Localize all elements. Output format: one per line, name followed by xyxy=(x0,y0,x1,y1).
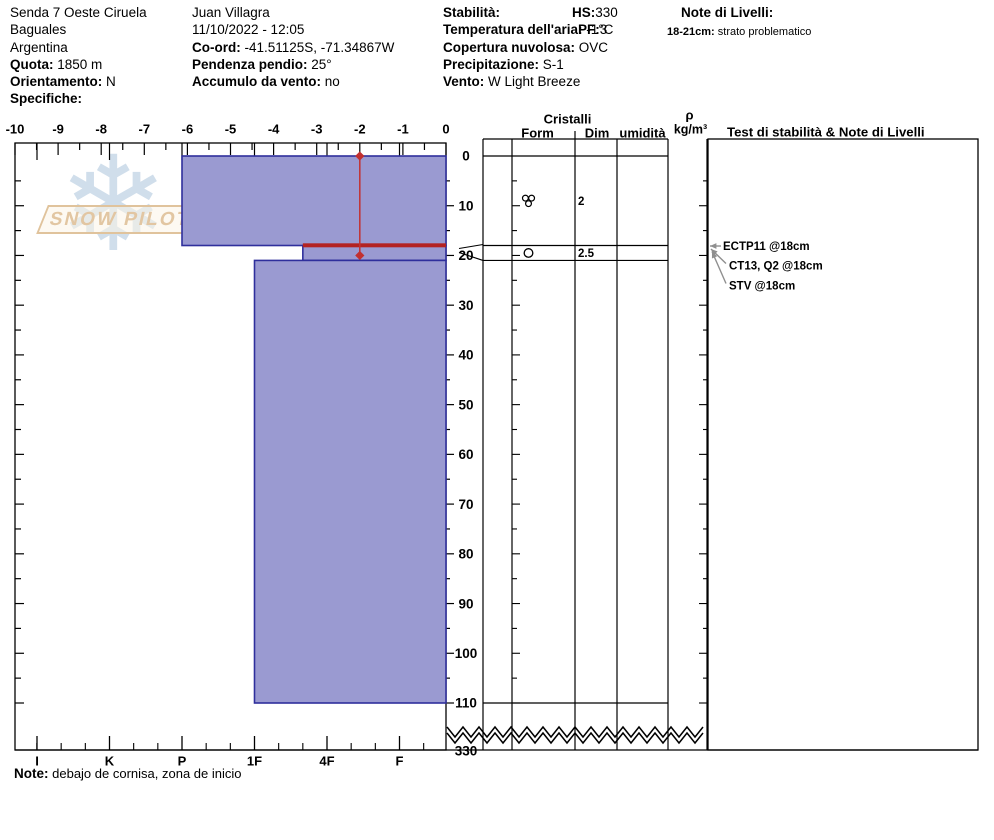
snowpilot-watermark: ❄ SNOW PILOT xyxy=(36,128,220,290)
site-elevation: Quota: 1850 m xyxy=(10,56,103,72)
grain-size-value: 2.5 xyxy=(578,248,595,260)
snowflake-icon: ❄ xyxy=(58,128,169,282)
tests-panel-header: Test di stabilità & Note di Livelli xyxy=(727,125,925,140)
grain-form-mf-icon xyxy=(523,248,534,258)
stability-test-label: CT13, Q2 @18cm xyxy=(729,261,823,273)
temp-axis-label: -6 xyxy=(182,122,194,137)
pit-profile-number: PF:3 xyxy=(578,22,608,37)
layer-leader-line xyxy=(458,251,484,261)
temp-axis-label: -2 xyxy=(354,122,366,137)
slope-angle: Pendenza pendio: 25° xyxy=(192,56,332,72)
depth-label: 110 xyxy=(455,696,477,711)
layer-notes-header: Note di Livelli: xyxy=(681,5,774,20)
cloud-cover: Copertura nuvolosa: OVC xyxy=(443,40,609,55)
annotation-arrowhead xyxy=(711,249,718,256)
grain-form-mfcl-icon xyxy=(521,194,529,202)
chart-overlays xyxy=(302,151,727,745)
wind-loading: Accumulo da vento: no xyxy=(192,74,340,90)
stability-test-label: ECTP11 @18cm xyxy=(723,241,810,253)
density-symbol-header: ρ xyxy=(685,108,693,123)
problem-layer-note: 18-21cm: strato problematico xyxy=(667,26,812,38)
cristalli-header: Cristalli xyxy=(544,112,592,127)
snow-height: HS:330 xyxy=(572,5,618,20)
pit-note-label: Note: xyxy=(14,766,49,781)
chart-grid xyxy=(14,131,979,751)
pit-note-text: debajo de cornisa, zona de inicio xyxy=(52,766,242,781)
scale-break-zigzag xyxy=(446,725,704,739)
pit-note: Note: debajo de cornisa, zona de inicio xyxy=(14,766,241,781)
form-header: Form xyxy=(521,126,554,141)
depth-label: 30 xyxy=(458,298,473,313)
site-name: Senda 7 Oeste Ciruela xyxy=(10,5,147,20)
site-info: Senda 7 Oeste Ciruela Baguales Argentina… xyxy=(10,4,147,108)
temp-axis-label: -7 xyxy=(139,122,151,137)
observer-name: Juan Villagra xyxy=(192,5,270,20)
grain-form-mfcl-icon xyxy=(524,200,532,208)
hardness-axis-label: P xyxy=(178,754,187,769)
depth-label: 10 xyxy=(458,198,473,213)
depth-label: 90 xyxy=(458,596,473,611)
depth-label: 20 xyxy=(458,248,473,263)
site-region: Baguales xyxy=(10,22,67,38)
chart-labels: -10 -9 -8 -7 -6 -5 -4 -3 -2 -1 0010203040506070809… xyxy=(6,108,925,769)
snow-layer-bar xyxy=(253,259,447,704)
depth-label: 100 xyxy=(455,646,478,661)
depth-label: 40 xyxy=(458,348,473,363)
air-temperature: Temperatura dell'aria: -1°C xyxy=(443,22,614,37)
observation-info: Juan Villagra 11/10/2022 - 12:05 Co-ord:… xyxy=(192,4,394,90)
temp-axis-label: 0 xyxy=(442,122,449,137)
density-unit-header: kg/m³ xyxy=(674,122,707,136)
depth-label: 0 xyxy=(462,149,470,164)
site-specifics: Specifiche: xyxy=(10,91,83,107)
hardness-axis-label: F xyxy=(396,754,404,769)
coordinates: Co-ord: -41.51125S, -71.34867W xyxy=(192,39,395,55)
hardness-axis-label: I xyxy=(35,754,39,769)
stability-label: Stabilità: xyxy=(443,5,501,20)
depth-label: 80 xyxy=(458,547,473,562)
grain-size-value: 2 xyxy=(578,196,584,208)
hardness-axis-label: K xyxy=(105,754,115,769)
temp-axis-label: -1 xyxy=(397,122,409,137)
temp-axis-label: -10 xyxy=(6,122,25,137)
annotation-arrowhead xyxy=(710,243,717,249)
wind: Vento: W Light Breeze xyxy=(443,74,581,89)
depth-label: 50 xyxy=(458,397,473,412)
temperature-point xyxy=(355,151,365,161)
precipitation: Precipitazione: S-1 xyxy=(443,57,564,72)
snow-profile-chart: -10 -9 -8 -7 -6 -5 -4 -3 -2 -1 0010203040506070809… xyxy=(6,108,979,769)
depth-label: 70 xyxy=(458,497,473,512)
total-depth-label: 330 xyxy=(455,744,478,759)
snow-layer-bars xyxy=(181,155,447,704)
stability-test-label: STV @18cm xyxy=(729,281,795,293)
temp-axis-label: -9 xyxy=(52,122,64,137)
temperature-point xyxy=(355,250,365,261)
snow-layer-bar xyxy=(181,155,447,247)
observation-datetime: 11/10/2022 - 12:05 xyxy=(192,22,305,38)
grain-form-mfcl-icon xyxy=(528,194,536,202)
temp-axis-label: -3 xyxy=(311,122,323,137)
umidita-header: umidità xyxy=(619,126,666,141)
snow-layer-bar xyxy=(302,244,447,262)
tests-panel-border xyxy=(707,138,979,751)
problem-layer-line xyxy=(302,243,446,248)
temp-axis-label: -4 xyxy=(268,122,280,137)
hardness-axis-label: 1F xyxy=(247,754,262,769)
site-country: Argentina xyxy=(10,39,68,55)
temp-axis-label: -5 xyxy=(225,122,237,137)
dim-header: Dim xyxy=(585,126,610,141)
depth-label: 60 xyxy=(458,447,473,462)
scale-break-zigzag xyxy=(446,731,704,745)
temp-axis-label: -8 xyxy=(95,122,107,137)
layer-leader-line xyxy=(458,243,484,250)
annotation-arrowhead xyxy=(711,251,718,259)
site-aspect: Orientamento: N xyxy=(10,74,116,90)
hardness-axis-label: 4F xyxy=(319,754,334,769)
